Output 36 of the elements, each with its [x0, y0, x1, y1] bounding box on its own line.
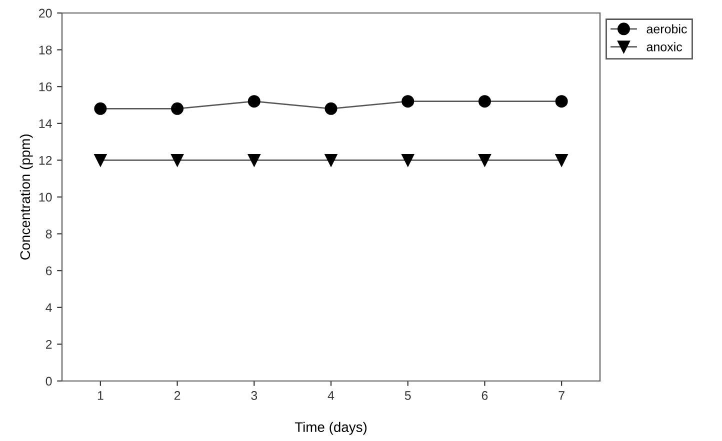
x-tick-label: 1	[98, 391, 104, 400]
y-tick-label: 0	[46, 376, 52, 386]
point	[94, 102, 107, 115]
y-tick-label: 20	[39, 8, 52, 18]
y-tick-label: 18	[39, 46, 52, 54]
y-tick-label: 16	[39, 82, 52, 92]
point	[248, 95, 260, 108]
x-tick-label: 4	[328, 391, 334, 400]
x-tick-label: 7	[558, 391, 564, 400]
y-axis-title: Concentration (ppm)	[20, 134, 33, 260]
point	[324, 154, 338, 166]
point	[171, 154, 184, 166]
point	[171, 102, 184, 115]
point	[402, 154, 414, 166]
x-tick-label: 3	[251, 391, 258, 400]
y-tick-label: 6	[46, 266, 52, 276]
point	[555, 154, 568, 166]
y-tick-label: 14	[39, 119, 52, 128]
x-tick-label: 6	[482, 391, 488, 400]
point	[248, 154, 260, 166]
point	[402, 95, 414, 108]
y-tick-label: 2	[46, 340, 52, 349]
point	[94, 154, 107, 166]
point	[478, 154, 491, 166]
point	[555, 95, 568, 108]
y-tick-label: 4	[46, 303, 52, 312]
y-tick-label: 10	[39, 192, 52, 202]
y-tick-label: 8	[46, 230, 52, 238]
point	[324, 102, 338, 115]
x-axis-title: Time (days)	[294, 422, 367, 435]
legend-label: anoxic	[646, 42, 682, 52]
y-tick-label: 12	[39, 156, 52, 165]
x-tick-label: 5	[404, 391, 411, 400]
legend-label: aerobic	[646, 24, 687, 34]
x-tick-label: 2	[174, 391, 180, 400]
point	[478, 95, 491, 108]
